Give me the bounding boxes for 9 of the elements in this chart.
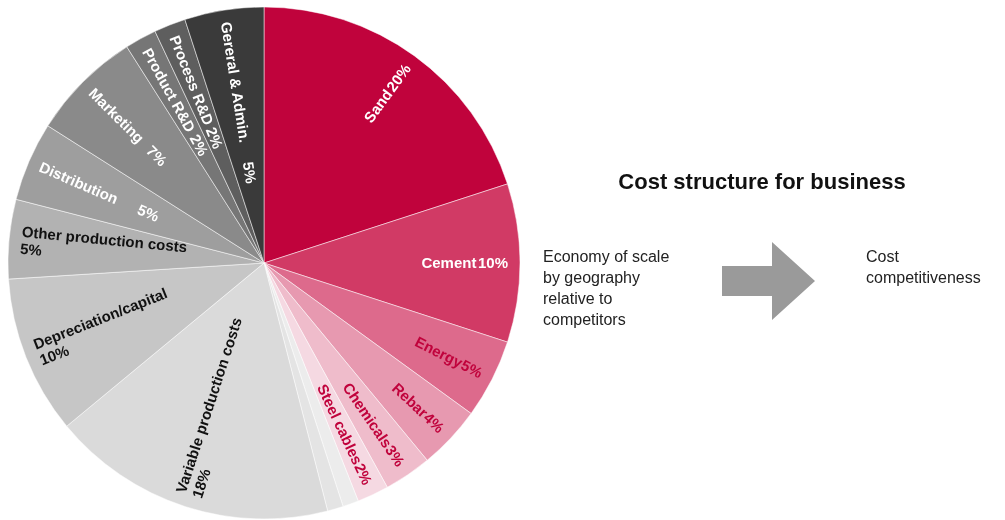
data-label: 10% [477,254,508,272]
text: Economy of scale by geography relative to competitors [543,248,670,328]
text: Cost competitiveness [866,248,981,286]
data-label: 5% [239,160,261,185]
data-label: 5% [19,239,43,259]
data-label: 5% [135,200,162,225]
text: Cost structure for business [618,169,906,194]
slice-label: Cement [421,254,477,272]
data-label: 7% [143,141,171,170]
